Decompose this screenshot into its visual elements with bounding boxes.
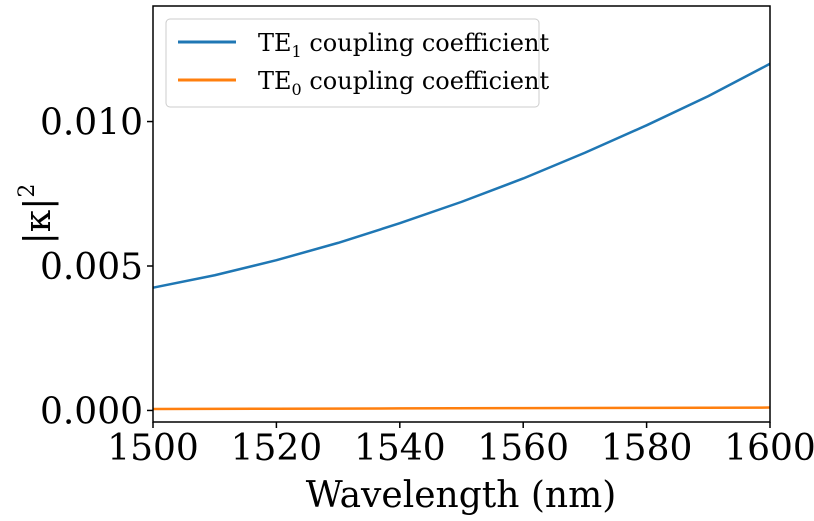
x-tick-label-3: 1560	[477, 428, 569, 469]
plot-frame	[152, 5, 771, 423]
legend-te1-sub: 1	[292, 42, 302, 61]
legend: TE1 coupling coefficient TE0 coupling co…	[165, 18, 549, 108]
series-layer	[152, 62, 771, 411]
legend-te0-rest: coupling coefficient	[302, 67, 550, 95]
y-axis-label: |κ|2	[15, 184, 59, 245]
ticks-layer: 1500 1520 1540 1560 1580 1600 0.000 0.005 0.010	[40, 103, 814, 469]
y-axis-label-sup: 2	[15, 184, 40, 198]
svg-text:|κ|2: |κ|2	[15, 184, 59, 245]
x-tick-label-5: 1600	[724, 428, 814, 469]
x-tick-label-0: 1500	[107, 428, 199, 469]
legend-entry-te0: TE0 coupling coefficient	[258, 67, 549, 99]
y-tick-label-0: 0.000	[40, 391, 143, 432]
series-line-1	[152, 406, 771, 411]
x-tick-label-4: 1580	[601, 428, 693, 469]
legend-te1-rest: coupling coefficient	[302, 29, 550, 57]
legend-frame	[165, 18, 540, 108]
legend-te1-main: TE	[258, 29, 292, 57]
series-line-0	[152, 62, 771, 289]
y-axis-label-base: |κ|	[18, 198, 59, 245]
x-tick-label-2: 1540	[354, 428, 446, 469]
y-tick-label-2: 0.010	[40, 103, 143, 144]
legend-te0-sub: 0	[292, 80, 302, 99]
legend-te0-main: TE	[258, 67, 292, 95]
x-tick-label-1: 1520	[231, 428, 323, 469]
y-tick-label-1: 0.005	[40, 247, 143, 288]
x-axis-label: Wavelength (nm)	[306, 475, 617, 516]
legend-entry-te1: TE1 coupling coefficient	[258, 29, 549, 61]
